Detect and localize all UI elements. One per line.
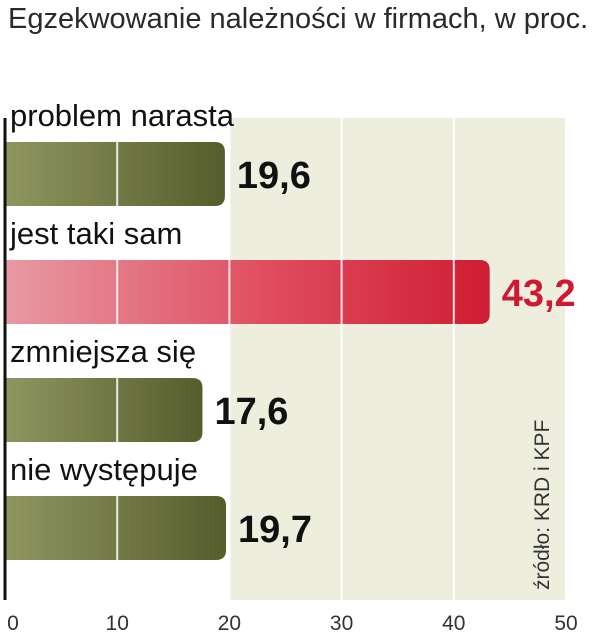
x-tick-label: 40 xyxy=(442,612,465,635)
category-label: jest taki sam xyxy=(9,216,182,251)
chart-title: Egzekwowanie należności w firmach, w pro… xyxy=(8,3,589,35)
value-label: 17,6 xyxy=(214,391,288,433)
x-tick-label: 10 xyxy=(106,612,129,635)
category-label: zmniejsza się xyxy=(10,334,196,369)
source-label: źródło: KRD i KPF xyxy=(531,420,554,590)
category-label: problem narasta xyxy=(10,98,235,133)
x-tick-label: 20 xyxy=(218,612,241,635)
bar xyxy=(5,496,227,560)
bar xyxy=(5,142,225,206)
x-tick-label: 30 xyxy=(330,612,353,635)
background-band xyxy=(229,118,566,600)
category-label: nie występuje xyxy=(10,452,198,487)
bar xyxy=(5,260,490,324)
value-label: 19,6 xyxy=(237,155,311,197)
x-tick-label: 0 xyxy=(7,612,19,635)
value-label: 43,2 xyxy=(502,273,576,315)
bar xyxy=(5,378,203,442)
value-label: 19,7 xyxy=(238,509,312,551)
x-tick-label: 50 xyxy=(554,612,577,635)
